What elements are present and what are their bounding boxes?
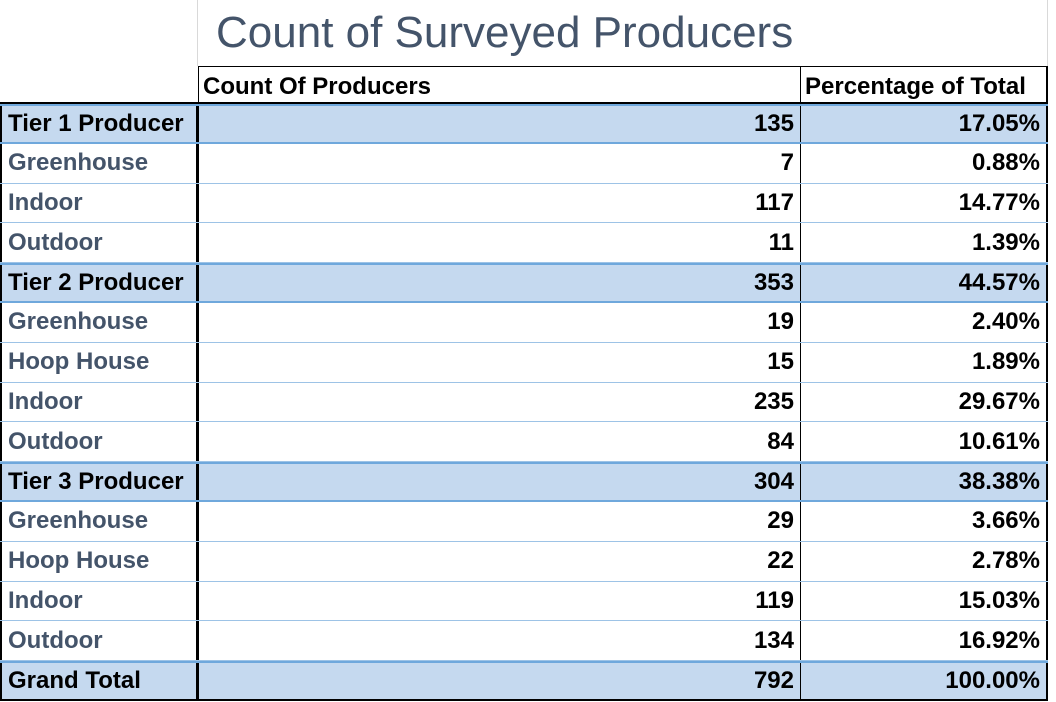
count-cell[interactable]: 119 bbox=[198, 581, 800, 621]
percentage-cell[interactable]: 2.78% bbox=[800, 541, 1048, 581]
table-row[interactable]: Greenhouse 7 0.88% bbox=[0, 143, 1048, 184]
percentage-cell[interactable]: 38.38% bbox=[800, 464, 1048, 500]
percentage-cell[interactable]: 2.40% bbox=[800, 302, 1048, 342]
row-label-cell[interactable]: Indoor bbox=[0, 581, 198, 621]
count-cell[interactable]: 29 bbox=[198, 501, 800, 541]
header-row: Count Of Producers Percentage of Total bbox=[0, 66, 1048, 104]
table-row[interactable]: Indoor 117 14.77% bbox=[0, 183, 1048, 224]
row-label-cell[interactable]: Greenhouse bbox=[0, 302, 198, 342]
count-cell[interactable]: 353 bbox=[198, 265, 800, 301]
count-cell[interactable]: 134 bbox=[198, 621, 800, 661]
percentage-cell[interactable]: 29.67% bbox=[800, 382, 1048, 422]
table-row[interactable]: Greenhouse 19 2.40% bbox=[0, 302, 1048, 343]
tier-row[interactable]: Tier 3 Producer 304 38.38% bbox=[0, 462, 1048, 502]
count-cell[interactable]: 117 bbox=[198, 183, 800, 223]
table-row[interactable]: Indoor 119 15.03% bbox=[0, 581, 1048, 622]
table-row[interactable]: Outdoor 134 16.92% bbox=[0, 621, 1048, 662]
percentage-cell[interactable]: 15.03% bbox=[800, 581, 1048, 621]
percentage-cell[interactable]: 14.77% bbox=[800, 183, 1048, 223]
percentage-cell[interactable]: 1.39% bbox=[800, 223, 1048, 263]
table-row[interactable]: Outdoor 11 1.39% bbox=[0, 223, 1048, 264]
row-label-cell[interactable]: Greenhouse bbox=[0, 143, 198, 183]
grand-total-row[interactable]: Grand Total 792 100.00% bbox=[0, 661, 1048, 701]
row-label-cell[interactable]: Tier 2 Producer bbox=[0, 265, 198, 301]
column-header-percentage[interactable]: Percentage of Total bbox=[800, 66, 1048, 102]
percentage-cell[interactable]: 17.05% bbox=[800, 106, 1048, 142]
row-label-cell[interactable]: Indoor bbox=[0, 183, 198, 223]
page-title[interactable]: Count of Surveyed Producers bbox=[216, 8, 794, 57]
count-cell[interactable]: 792 bbox=[198, 663, 800, 699]
count-cell[interactable]: 11 bbox=[198, 223, 800, 263]
count-cell[interactable]: 84 bbox=[198, 422, 800, 462]
percentage-cell[interactable]: 16.92% bbox=[800, 621, 1048, 661]
count-cell[interactable]: 304 bbox=[198, 464, 800, 500]
percentage-cell[interactable]: 10.61% bbox=[800, 422, 1048, 462]
title-row: Count of Surveyed Producers bbox=[0, 0, 1056, 66]
count-cell[interactable]: 19 bbox=[198, 302, 800, 342]
row-label-cell[interactable]: Grand Total bbox=[0, 663, 198, 699]
row-label-cell[interactable]: Indoor bbox=[0, 382, 198, 422]
table-row[interactable]: Indoor 235 29.67% bbox=[0, 382, 1048, 423]
grid-cell[interactable] bbox=[800, 0, 1048, 66]
percentage-cell[interactable]: 3.66% bbox=[800, 501, 1048, 541]
column-header-count[interactable]: Count Of Producers bbox=[198, 66, 800, 102]
tier-row[interactable]: Tier 2 Producer 353 44.57% bbox=[0, 263, 1048, 303]
row-label-cell[interactable]: Tier 1 Producer bbox=[0, 106, 198, 142]
table-row[interactable]: Outdoor 84 10.61% bbox=[0, 422, 1048, 463]
grid-cell[interactable] bbox=[0, 0, 198, 66]
row-label-cell[interactable]: Outdoor bbox=[0, 223, 198, 263]
percentage-cell[interactable]: 0.88% bbox=[800, 143, 1048, 183]
row-label-cell[interactable]: Hoop House bbox=[0, 342, 198, 382]
table-row[interactable]: Hoop House 15 1.89% bbox=[0, 342, 1048, 383]
percentage-cell[interactable]: 44.57% bbox=[800, 265, 1048, 301]
count-cell[interactable]: 7 bbox=[198, 143, 800, 183]
count-cell[interactable]: 235 bbox=[198, 382, 800, 422]
row-label-cell[interactable]: Hoop House bbox=[0, 541, 198, 581]
row-label-cell[interactable]: Outdoor bbox=[0, 422, 198, 462]
percentage-cell[interactable]: 1.89% bbox=[800, 342, 1048, 382]
count-cell[interactable]: 135 bbox=[198, 106, 800, 142]
table-row[interactable]: Greenhouse 29 3.66% bbox=[0, 501, 1048, 542]
row-label-cell[interactable]: Tier 3 Producer bbox=[0, 464, 198, 500]
row-label-cell[interactable]: Outdoor bbox=[0, 621, 198, 661]
count-cell[interactable]: 15 bbox=[198, 342, 800, 382]
tier-row[interactable]: Tier 1 Producer 135 17.05% bbox=[0, 104, 1048, 144]
data-table: Tier 1 Producer 135 17.05% Greenhouse 7 0.88%… bbox=[0, 104, 1048, 701]
percentage-cell[interactable]: 100.00% bbox=[800, 663, 1048, 699]
count-cell[interactable]: 22 bbox=[198, 541, 800, 581]
row-label-cell[interactable]: Greenhouse bbox=[0, 501, 198, 541]
table-row[interactable]: Hoop House 22 2.78% bbox=[0, 541, 1048, 582]
